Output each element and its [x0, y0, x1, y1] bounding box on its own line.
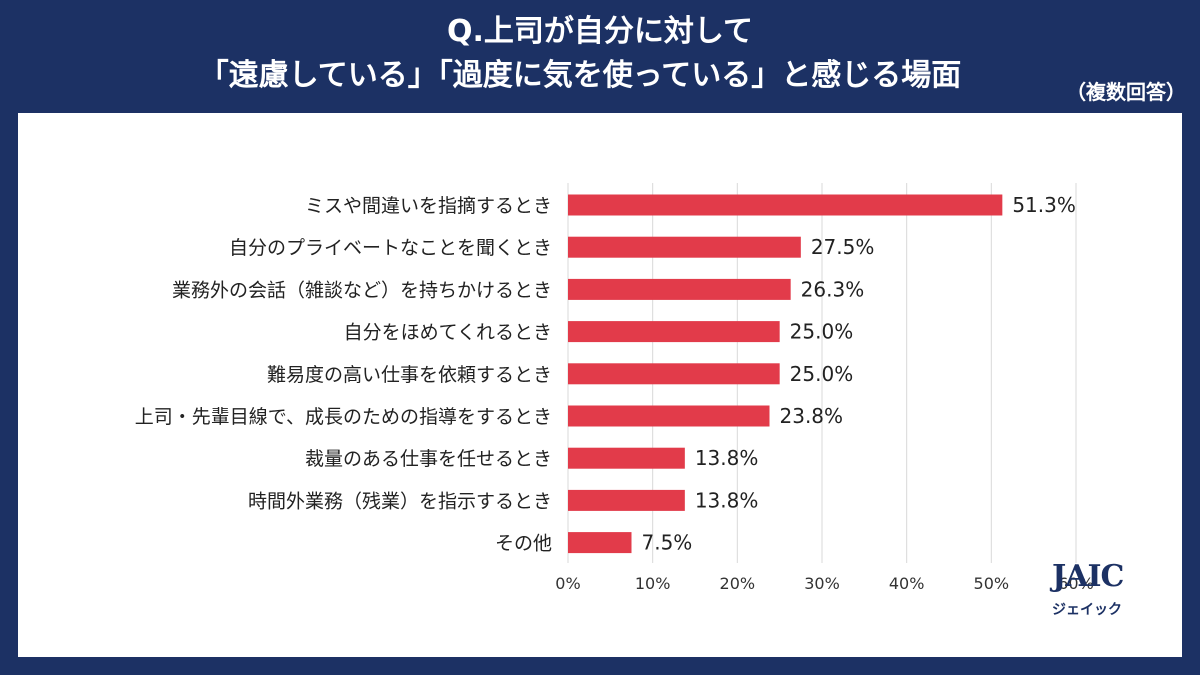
chart-panel: 0% 10% 20% 30% 40% 50% 60% ミスや間違いを指摘するとき 51.3% 自分…	[18, 113, 1182, 657]
chart-title-line2: 「遠慮している」「過度に気を使っている」と感じる場面	[198, 58, 962, 93]
bar	[568, 278, 791, 300]
category-label: 業務外の会話（雑談など）を持ちかけるとき	[172, 279, 552, 301]
value-label: 26.3%	[801, 277, 865, 301]
value-label: 27.5%	[811, 235, 875, 259]
jaic-logo: JAIC ジェイック	[1046, 559, 1146, 625]
value-label: 25.0%	[790, 320, 854, 344]
category-label: 自分をほめてくれるとき	[344, 322, 552, 344]
x-tick-label-10: 10%	[635, 574, 671, 593]
x-tick-label-50: 50%	[974, 574, 1010, 593]
x-tick-label-30: 30%	[804, 574, 840, 593]
value-label: 7.5%	[642, 531, 693, 555]
bar	[568, 447, 685, 469]
category-label: 裁量のある仕事を任せるとき	[305, 448, 552, 470]
bar	[568, 405, 770, 427]
bar	[568, 236, 801, 258]
x-tick-label-0: 0%	[555, 574, 580, 593]
bar	[568, 489, 685, 511]
value-label: 13.8%	[695, 446, 759, 470]
bar	[568, 321, 780, 343]
value-label: 25.0%	[790, 362, 854, 386]
x-tick-label-60: 60%	[1058, 574, 1094, 593]
category-label: 自分のプライベートなことを聞くとき	[229, 237, 552, 259]
bar	[568, 532, 632, 554]
value-label: 51.3%	[1012, 193, 1076, 217]
bar	[568, 194, 1003, 216]
category-label: 上司・先輩目線で、成長のための指導をするとき	[135, 406, 552, 428]
value-label: 23.8%	[780, 404, 844, 428]
x-tick-label-20: 20%	[720, 574, 756, 593]
category-label: その他	[495, 533, 552, 555]
category-label: 時間外業務（残業）を指示するとき	[248, 490, 552, 512]
logo-text: JAIC	[1052, 559, 1124, 594]
bar-chart: 0% 10% 20% 30% 40% 50% 60% ミスや間違いを指摘するとき 51.3% 自分…	[135, 183, 1094, 593]
bar	[568, 363, 780, 385]
category-label: 難易度の高い仕事を依頼するとき	[267, 364, 552, 386]
x-tick-label-40: 40%	[889, 574, 925, 593]
chart-title-line1: Q.上司が自分に対して	[447, 14, 753, 49]
value-label: 13.8%	[695, 488, 759, 512]
category-label: ミスや間違いを指摘するとき	[305, 195, 552, 217]
logo-kana: ジェイック	[1052, 602, 1122, 618]
multiple-answer-note: （複数回答）	[1066, 80, 1186, 104]
